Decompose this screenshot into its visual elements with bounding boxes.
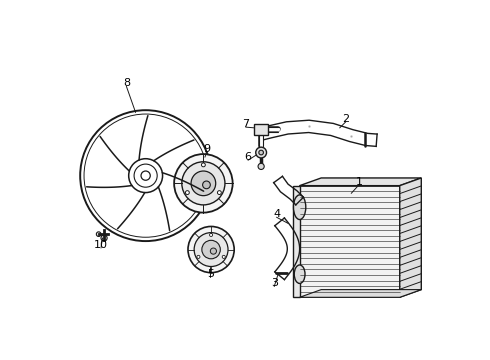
Circle shape [188, 226, 234, 273]
Circle shape [258, 163, 264, 170]
Text: 1: 1 [355, 177, 363, 187]
Circle shape [203, 181, 210, 189]
Bar [254, 124, 268, 135]
Polygon shape [300, 289, 421, 297]
Circle shape [174, 154, 233, 213]
Text: 10: 10 [94, 240, 108, 250]
Circle shape [210, 248, 217, 254]
Circle shape [182, 162, 225, 205]
Text: 9: 9 [203, 144, 210, 154]
Bar [300, 186, 400, 297]
Text: 7: 7 [242, 119, 249, 129]
Circle shape [101, 235, 107, 241]
Ellipse shape [294, 195, 306, 220]
Text: 8: 8 [123, 78, 130, 88]
Bar [294, 186, 300, 297]
Circle shape [197, 255, 200, 258]
Circle shape [185, 191, 189, 194]
Circle shape [201, 163, 205, 167]
Text: 3: 3 [270, 278, 278, 288]
Circle shape [218, 191, 221, 194]
Polygon shape [300, 178, 421, 186]
Polygon shape [400, 178, 421, 297]
Circle shape [191, 171, 216, 195]
Circle shape [202, 240, 220, 259]
Text: 6: 6 [245, 152, 251, 162]
Circle shape [141, 171, 150, 180]
Text: 5: 5 [207, 269, 214, 279]
Ellipse shape [294, 265, 305, 283]
Circle shape [259, 150, 264, 155]
Circle shape [97, 232, 101, 237]
Circle shape [210, 233, 213, 237]
Circle shape [256, 147, 267, 158]
Circle shape [194, 233, 228, 266]
Text: 4: 4 [273, 209, 280, 219]
Circle shape [222, 255, 225, 258]
Text: 2: 2 [343, 114, 349, 123]
